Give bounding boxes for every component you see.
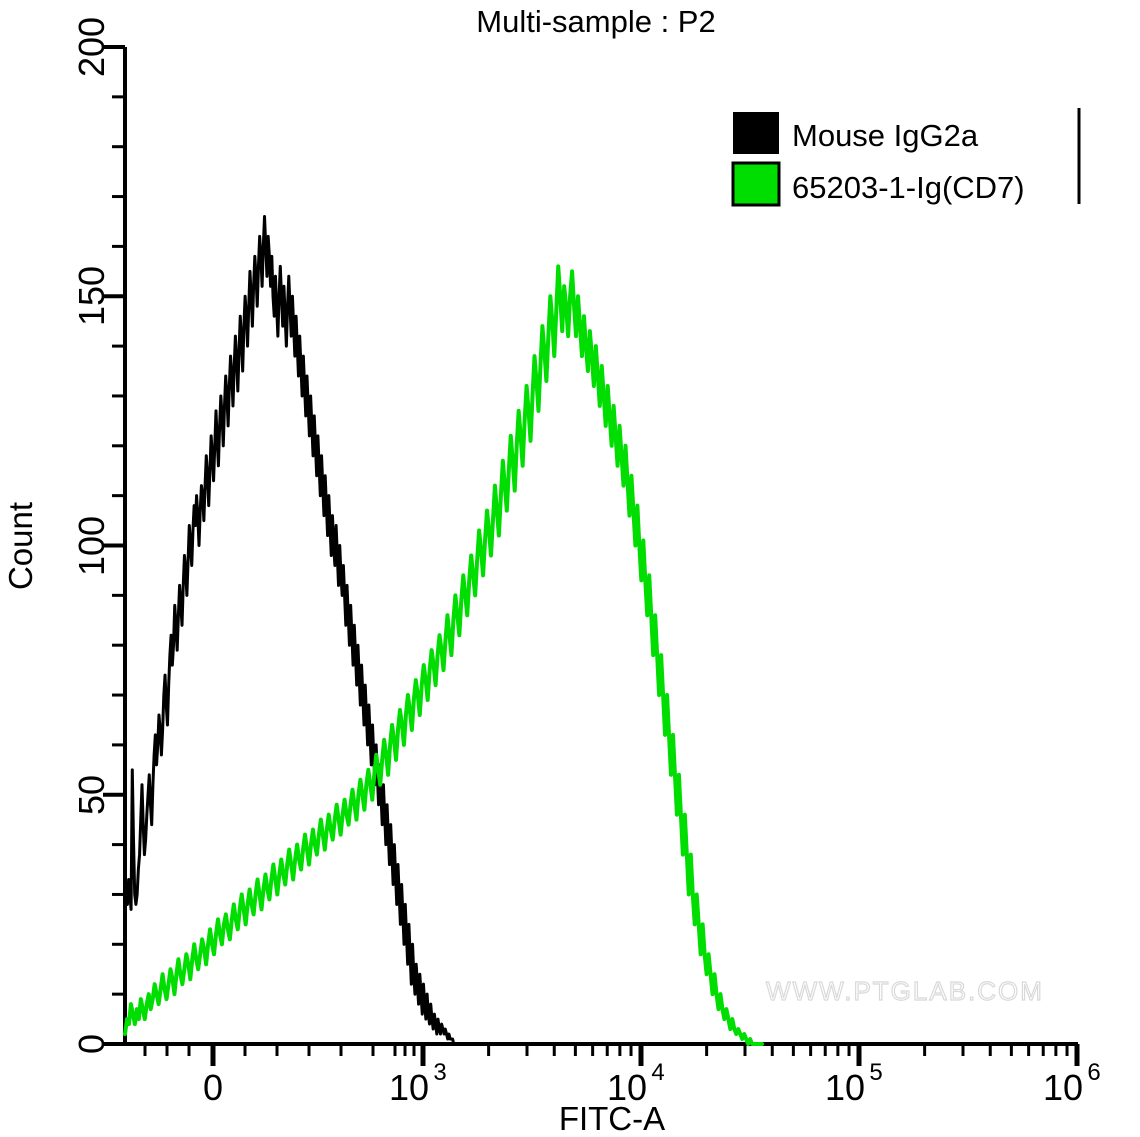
x-tick-label-1e4: 10 xyxy=(607,1067,647,1108)
x-axis-tick-labels: 0 10 3 10 4 10 5 10 6 xyxy=(203,1059,1101,1108)
legend: Mouse IgG2a 65203-1-Ig(CD7) xyxy=(731,108,1081,207)
x-tick-label-1e3-exponent: 3 xyxy=(433,1059,446,1086)
histogram-traces xyxy=(123,214,764,1046)
legend-label-1: 65203-1-Ig(CD7) xyxy=(792,170,1025,205)
y-axis-title: Count xyxy=(2,502,39,590)
y-tick-label-0: 0 xyxy=(71,1034,112,1054)
x-tick-label-1e5: 10 xyxy=(825,1067,865,1108)
x-tick-label-1e4-exponent: 4 xyxy=(651,1059,664,1086)
legend-item-1[interactable]: 65203-1-Ig(CD7) xyxy=(731,161,1025,207)
x-tick-label-1e6-exponent: 6 xyxy=(1087,1059,1100,1086)
legend-label-0: Mouse IgG2a xyxy=(792,118,979,153)
legend-swatch-65203-1-ig-cd7 xyxy=(731,161,781,207)
x-axis-ticks xyxy=(143,1044,1080,1066)
histogram-trace xyxy=(123,214,457,1046)
y-tick-label-100: 100 xyxy=(71,516,112,576)
y-tick-label-200: 200 xyxy=(71,17,112,77)
legend-item-0[interactable]: Mouse IgG2a xyxy=(733,112,979,154)
x-tick-label-1e3: 10 xyxy=(389,1067,429,1108)
histogram-trace xyxy=(123,264,764,1046)
x-tick-label-1e6: 10 xyxy=(1043,1067,1083,1108)
y-axis-tick-labels: 0 50 100 150 200 xyxy=(71,17,112,1054)
legend-swatch-mouse-iggz2a xyxy=(733,112,779,154)
y-tick-label-50: 50 xyxy=(71,775,112,815)
page-title: Multi-sample : P2 xyxy=(476,4,715,39)
x-tick-label-0: 0 xyxy=(203,1067,223,1108)
y-axis-ticks xyxy=(103,45,125,1046)
watermark-text: WWW.PTGLAB.COM xyxy=(766,976,1044,1006)
x-tick-label-1e5-exponent: 5 xyxy=(869,1059,882,1086)
x-axis-title: FITC-A xyxy=(559,1100,665,1137)
y-tick-label-150: 150 xyxy=(71,266,112,326)
